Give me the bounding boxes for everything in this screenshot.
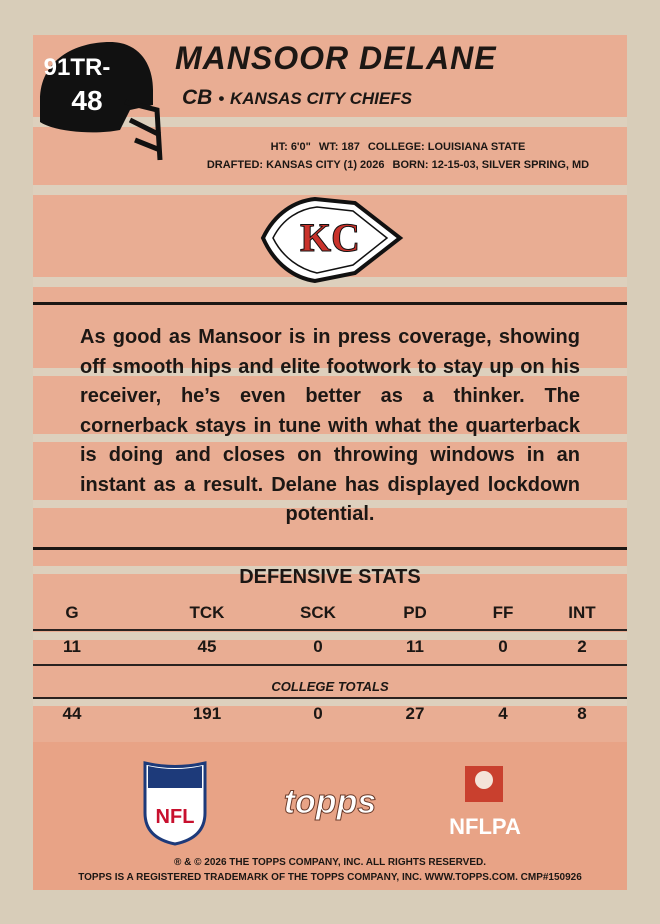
divider <box>33 629 627 631</box>
player-position: CB • KANSAS CITY CHIEFS <box>182 86 412 110</box>
bio-line: HT: 6'0" WT: 187 COLLEGE: LOUISIANA STATE <box>68 141 660 153</box>
stat-value: 11 <box>406 637 424 656</box>
stat-value: 0 <box>313 704 323 723</box>
stat-value: 191 <box>192 704 222 723</box>
stat-header: G <box>65 603 79 622</box>
divider <box>33 664 627 666</box>
bio-item: WT: 187 <box>318 141 360 153</box>
divider <box>33 697 627 699</box>
stat-header: FF <box>492 603 514 622</box>
card-number: 48 <box>71 85 102 116</box>
stat-value: 2 <box>577 637 587 656</box>
college-label: COLLEGE TOTALS <box>271 679 389 694</box>
stat-value: 4 <box>498 704 508 723</box>
separator: • <box>218 89 225 108</box>
card-number: 91TR- <box>44 54 111 81</box>
stripe-panel <box>33 310 627 740</box>
bio-item: DRAFTED: KANSAS CITY (1) 2026 <box>206 159 385 171</box>
stat-value: 44 <box>62 704 82 723</box>
bio-line: DRAFTED: KANSAS CITY (1) 2026 BORN: 12-15… <box>68 159 660 171</box>
divider <box>33 302 627 305</box>
stat-header: SCK <box>300 603 336 622</box>
stat-value: 11 <box>63 637 81 656</box>
bio-item: BORN: 12-15-03, SILVER SPRING, MD <box>392 159 590 171</box>
position: CB <box>182 86 213 109</box>
stat-header: TCK <box>189 603 225 622</box>
footer-line: TOPPS IS A REGISTERED TRADEMARK OF THE T… <box>78 872 582 883</box>
stat-header: PD <box>403 603 427 622</box>
description: As good as Mansoor is in press coverage,… <box>80 326 580 525</box>
stats-title: DEFENSIVE STATS <box>239 566 421 588</box>
divider <box>33 547 627 550</box>
stat-value: 45 <box>197 637 217 656</box>
logo-text: KC <box>300 215 360 260</box>
logo-panel <box>33 742 627 890</box>
footer-line: ® & © 2026 THE TOPPS COMPANY, INC. ALL R… <box>173 857 487 868</box>
player-name: MANSOOR DELANE <box>175 40 497 76</box>
stat-value: 0 <box>313 637 323 656</box>
team-logo: KC <box>260 196 404 284</box>
helmet: 91TR- 48 <box>40 42 163 161</box>
bio-item: HT: 6'0" <box>270 141 311 153</box>
stat-header: INT <box>568 603 596 622</box>
stat-value: 0 <box>498 637 508 656</box>
nflpa-text: NFLPA <box>449 814 521 839</box>
team: KANSAS CITY CHIEFS <box>229 89 412 108</box>
nfl-text: NFL <box>156 806 195 828</box>
logos: NFL topps NFLPA <box>143 761 521 846</box>
stat-value: 27 <box>405 704 425 723</box>
topps-text: topps <box>284 783 377 821</box>
stat-value: 8 <box>577 704 587 723</box>
bio-item: COLLEGE: LOUISIANA STATE <box>367 141 526 153</box>
